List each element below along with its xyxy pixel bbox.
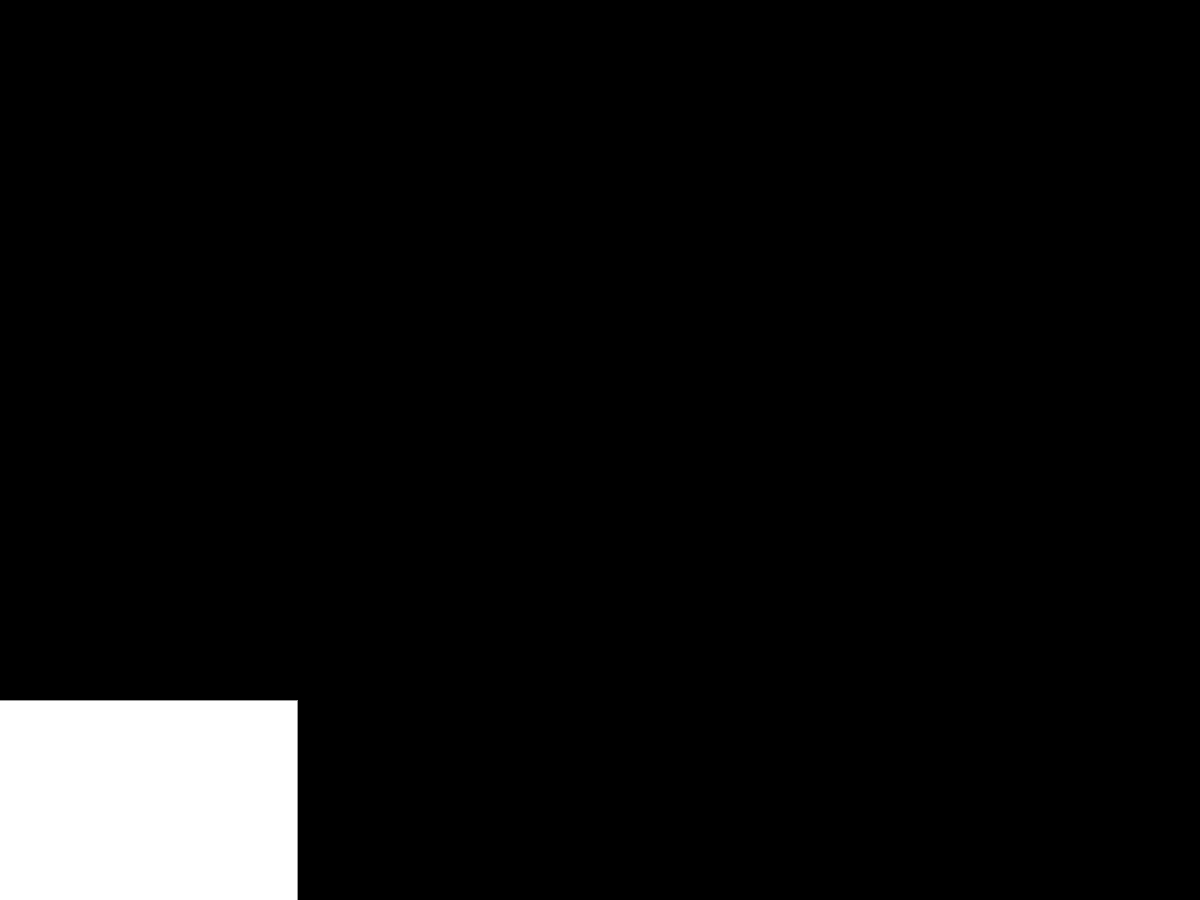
chart-panel: CZ PV Power [MW] 0 1000 2500 xyxy=(0,700,298,900)
